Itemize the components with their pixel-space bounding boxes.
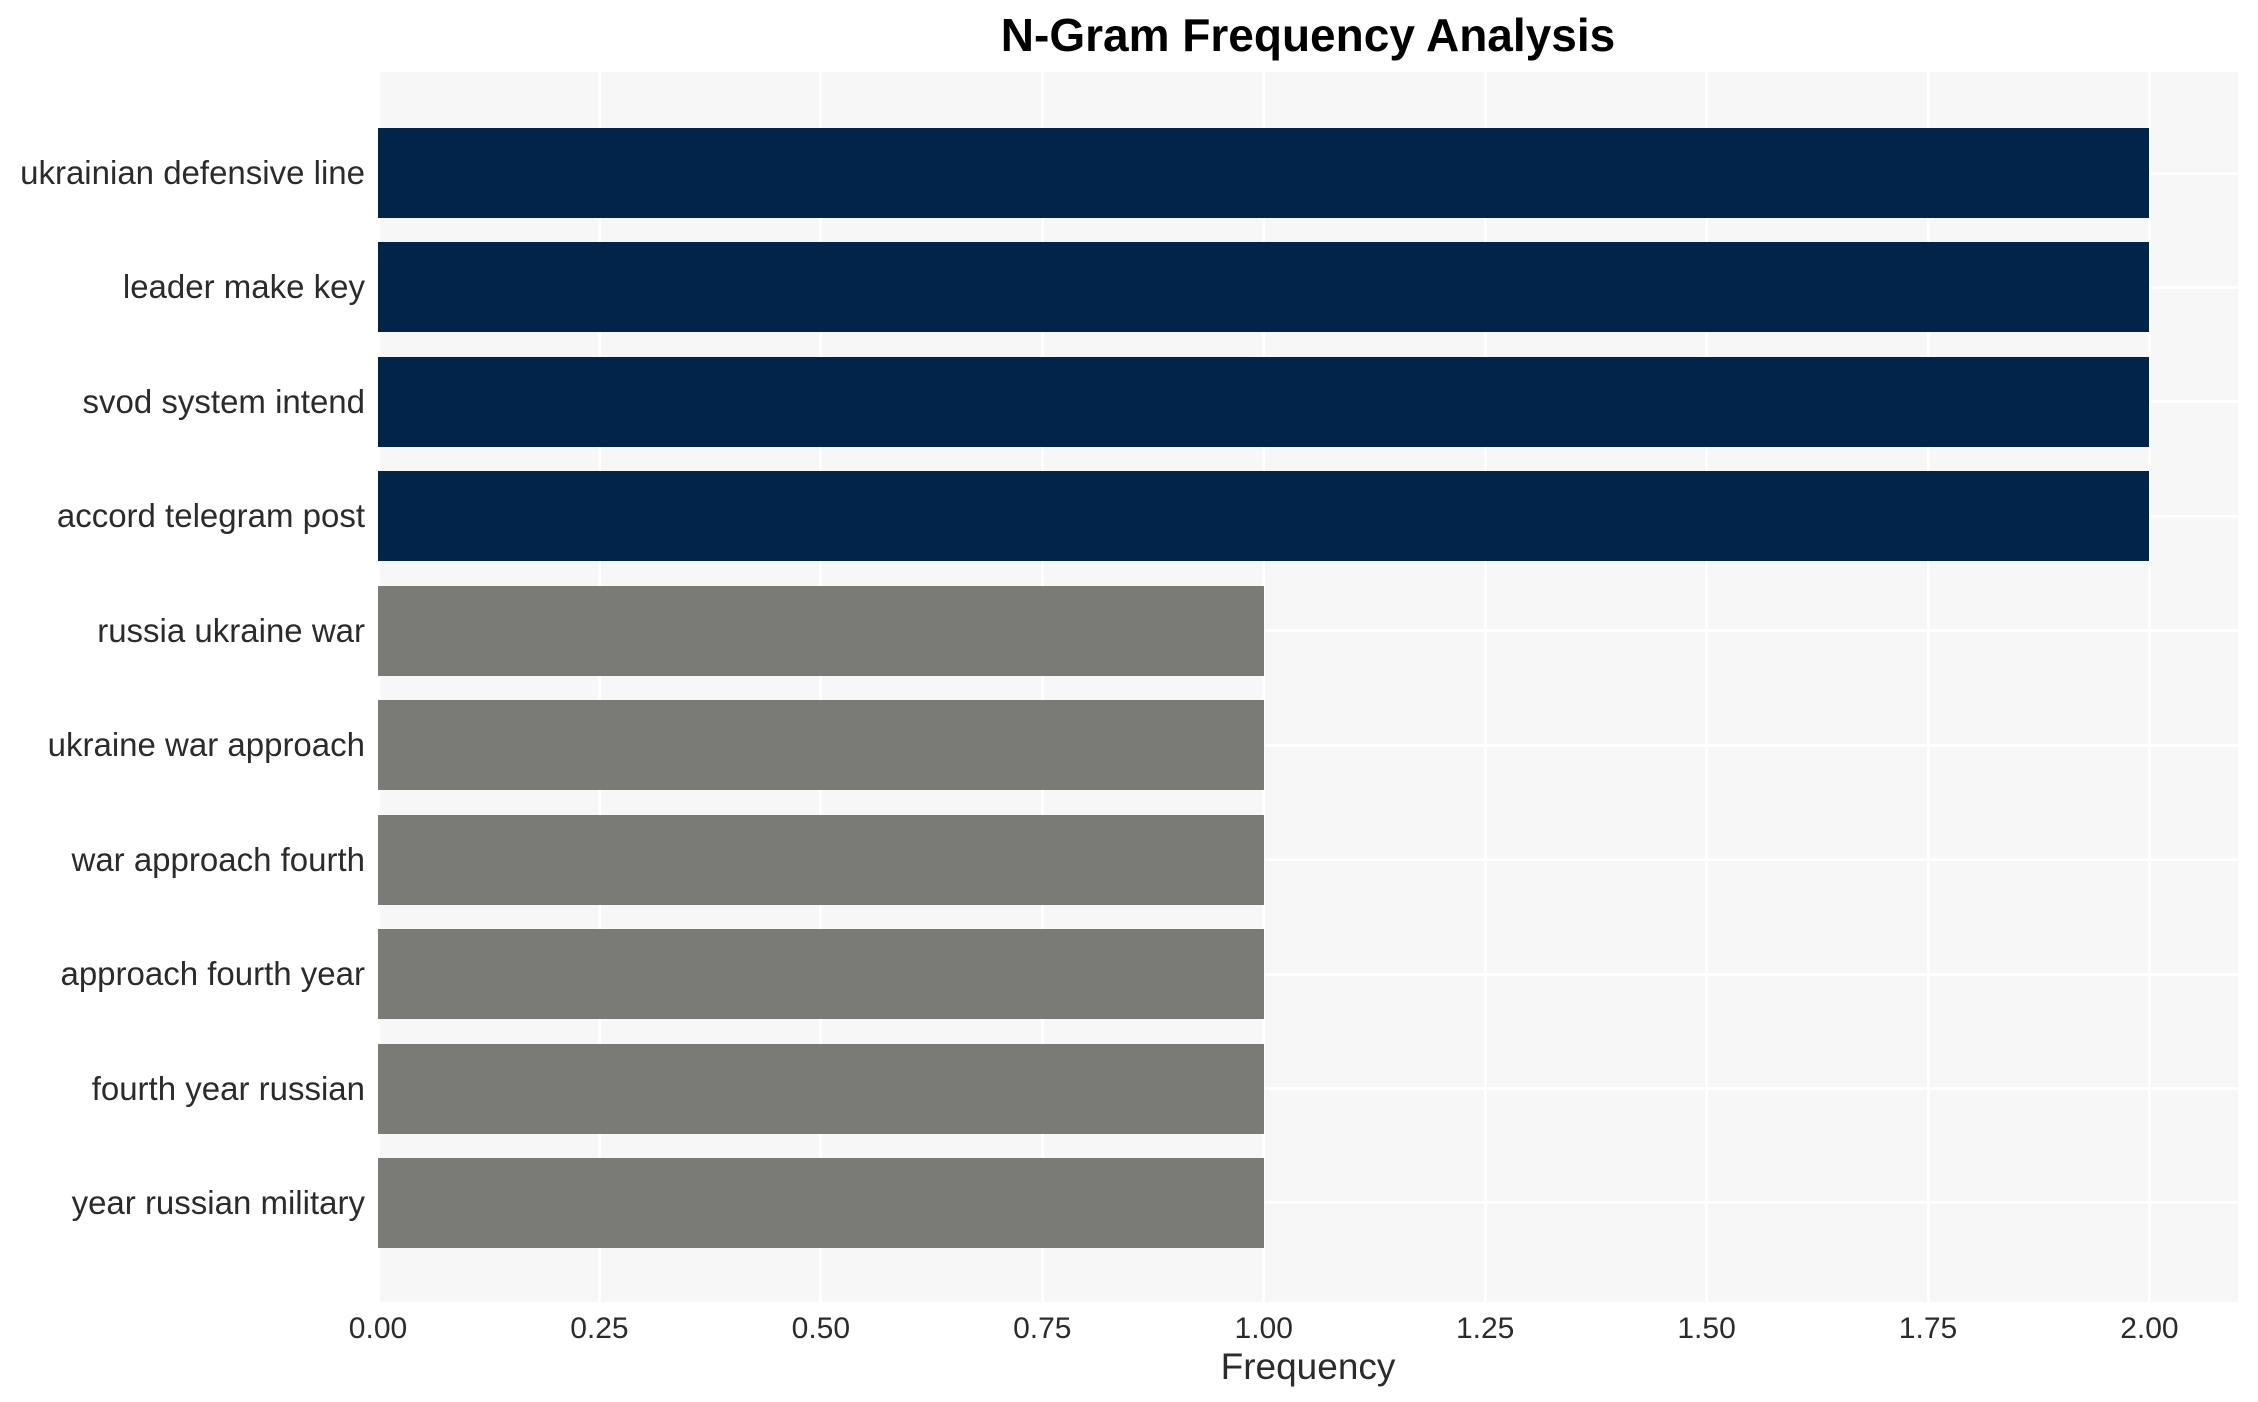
- x-tick-0.75: 0.75: [1013, 1312, 1072, 1345]
- gridline-x-1.25: [1483, 72, 1487, 1302]
- y-label-year-russian-military: year russian military: [71, 1183, 365, 1221]
- y-label-war-approach-fourth: war approach fourth: [71, 840, 365, 878]
- bar-ukraine-war-approach: [378, 700, 1264, 791]
- y-label-accord-telegram-post: accord telegram post: [56, 497, 365, 535]
- gridline-y-8: [378, 1087, 2238, 1091]
- y-label-ukraine-war-approach: ukraine war approach: [47, 726, 365, 764]
- y-label-russia-ukraine-war: russia ukraine war: [97, 611, 365, 649]
- bar-fourth-year-russian: [378, 1043, 1264, 1134]
- gridline-x-1.75: [1926, 72, 1930, 1302]
- x-axis-label: Frequency: [1220, 1346, 1396, 1387]
- x-tick-1.00: 1.00: [1234, 1312, 1293, 1345]
- gridline-y-4: [378, 629, 2238, 633]
- bar-leader-make-key: [378, 242, 2150, 333]
- gridline-x-0.50: [819, 72, 823, 1302]
- y-label-ukrainian-defensive-line: ukrainian defensive line: [20, 154, 365, 191]
- y-label-svod-system-intend: svod system intend: [82, 382, 365, 420]
- plot-area: [376, 72, 2238, 1302]
- x-tick-1.50: 1.50: [1677, 1312, 1736, 1345]
- bar-approach-fourth-year: [378, 929, 1264, 1020]
- y-label-fourth-year-russian: fourth year russian: [91, 1069, 365, 1107]
- bar-war-approach-fourth: [378, 814, 1264, 905]
- gridline-y-6: [378, 858, 2238, 862]
- x-tick-1.75: 1.75: [1898, 1312, 1958, 1345]
- gridline-x-1.00: [1262, 72, 1266, 1302]
- x-tick-1.25: 1.25: [1455, 1312, 1515, 1345]
- gridline-y-5: [378, 743, 2238, 747]
- chart-title: N-Gram Frequency Analysis: [1000, 9, 1616, 61]
- x-tick-0.00: 0.00: [348, 1312, 408, 1345]
- gridline-y-9: [378, 1201, 2238, 1205]
- bar-year-russian-military: [378, 1157, 1264, 1248]
- gridline-x-2.00: [2147, 72, 2151, 1302]
- x-tick-0.25: 0.25: [570, 1312, 629, 1345]
- gridline-x-0.00: [376, 72, 380, 1302]
- x-tick-2.00: 2.00: [2120, 1312, 2179, 1345]
- gridline-x-1.50: [1705, 72, 1709, 1302]
- y-label-approach-fourth-year: approach fourth year: [60, 955, 365, 993]
- gridline-x-0.75: [1040, 72, 1044, 1302]
- gridline-y-7: [378, 972, 2238, 976]
- bar-accord-telegram-post: [378, 471, 2150, 562]
- x-tick-0.50: 0.50: [791, 1312, 851, 1345]
- bar-svod-system-intend: [378, 356, 2150, 447]
- y-label-leader-make-key: leader make key: [122, 268, 365, 306]
- bar-ukrainian-defensive-line: [378, 128, 2150, 218]
- bar-russia-ukraine-war: [378, 585, 1264, 676]
- gridline-x-0.25: [597, 72, 601, 1302]
